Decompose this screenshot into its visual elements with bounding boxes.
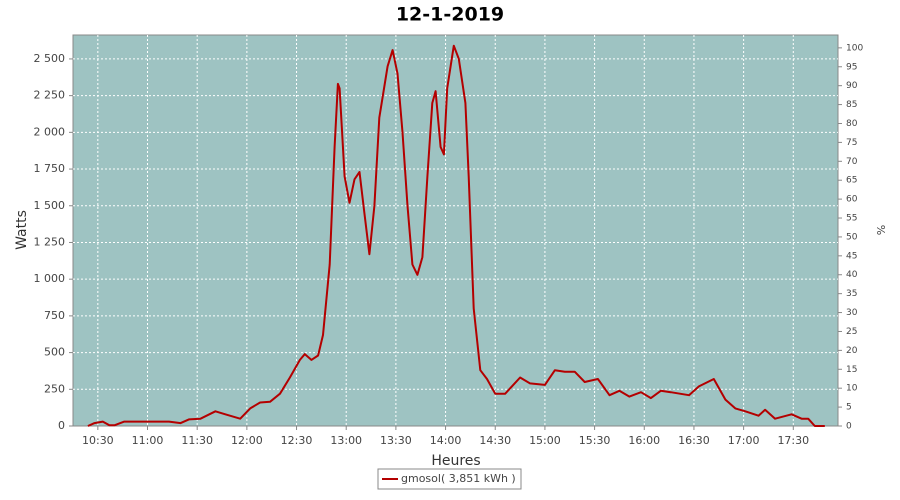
series-line	[87, 44, 825, 427]
y-tick-label: 2 500	[34, 52, 66, 65]
y-tick-label: 2 250	[34, 89, 66, 102]
y2-tick-label: 40	[846, 270, 858, 280]
x-tick-label: 14:30	[479, 434, 511, 447]
y-tick-label: 2 000	[34, 125, 66, 138]
y2-tick-label: 65	[846, 176, 857, 186]
y2-tick-label: 85	[846, 100, 857, 110]
y-tick-label: 0	[58, 419, 65, 432]
chart-title: 12-1-2019	[396, 4, 504, 26]
y-axis-label: Watts	[14, 210, 30, 250]
y2-axis-label: %	[875, 225, 888, 235]
y2-tick-label: 5	[846, 403, 852, 413]
y2-tick-label: 35	[846, 289, 857, 299]
x-tick-label: 11:00	[132, 434, 164, 447]
y2-tick-label: 10	[846, 384, 858, 394]
y2-tick-label: 55	[846, 214, 857, 224]
x-tick-label: 17:30	[777, 434, 809, 447]
x-tick-label: 14:00	[430, 434, 462, 447]
x-tick-label: 13:30	[380, 434, 412, 447]
y-tick-label: 1 750	[34, 162, 66, 175]
y2-tick-label: 60	[846, 195, 858, 205]
y2-tick-label: 90	[846, 81, 858, 91]
x-tick-label: 16:00	[628, 434, 660, 447]
x-tick-label: 13:00	[330, 434, 362, 447]
y-tick-label: 500	[44, 346, 65, 359]
x-tick-label: 10:30	[82, 434, 114, 447]
plot-area	[72, 34, 839, 427]
x-tick-label: 12:00	[231, 434, 263, 447]
x-tick-label: 15:00	[529, 434, 561, 447]
x-tick-label: 16:30	[678, 434, 710, 447]
y2-tick-label: 80	[846, 119, 858, 129]
y-tick-label: 1 250	[34, 235, 66, 248]
y-tick-label: 750	[44, 309, 65, 322]
x-axis-label: Heures	[431, 453, 480, 469]
x-tick-label: 15:30	[579, 434, 611, 447]
x-tick-label: 11:30	[181, 434, 213, 447]
y-tick-label: 1 000	[34, 272, 66, 285]
y2-tick-label: 50	[846, 232, 858, 242]
y2-tick-label: 15	[846, 365, 857, 375]
y2-tick-label: 20	[846, 346, 858, 356]
y2-tick-label: 75	[846, 138, 857, 148]
y2-tick-label: 100	[846, 43, 863, 53]
legend-box	[377, 468, 522, 490]
y2-tick-label: 25	[846, 327, 857, 337]
x-tick-label: 12:30	[281, 434, 313, 447]
y2-tick-label: 30	[846, 308, 858, 318]
legend-label: gmosol( 3,851 kWh )	[401, 472, 516, 485]
x-tick-label: 17:00	[728, 434, 760, 447]
y2-tick-label: 0	[846, 422, 852, 432]
y-tick-label: 250	[44, 382, 65, 395]
y2-tick-label: 70	[846, 157, 858, 167]
y-tick-label: 1 500	[34, 199, 66, 212]
y2-tick-label: 45	[846, 251, 857, 261]
y2-tick-label: 95	[846, 62, 857, 72]
